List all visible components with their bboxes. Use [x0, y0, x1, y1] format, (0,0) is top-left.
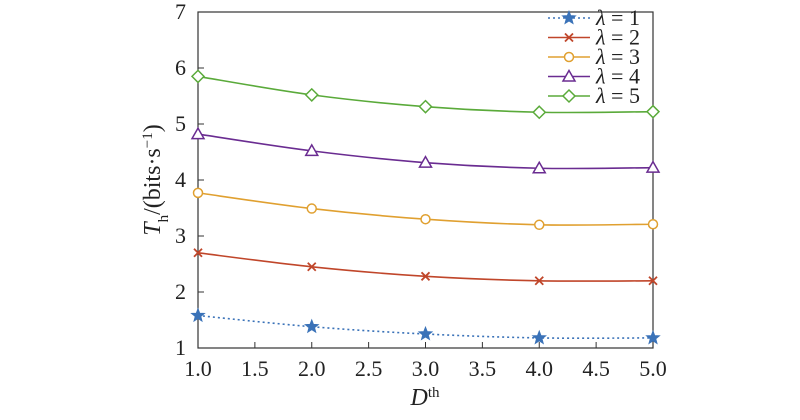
- data-point-star: [645, 329, 661, 345]
- legend-item: λ = 3: [548, 44, 640, 69]
- data-point-triangle: [304, 143, 320, 157]
- data-point-star: [304, 318, 320, 334]
- x-tick-label: 4.0: [526, 356, 554, 381]
- legend-label: λ = 5: [595, 83, 640, 108]
- data-point-star: [531, 329, 547, 345]
- x-tick-label: 1.0: [184, 356, 212, 381]
- series-3: [192, 187, 659, 231]
- data-point-x: [420, 271, 431, 281]
- data-point-x: [307, 262, 317, 272]
- series-group: [190, 69, 661, 345]
- series-4: [190, 126, 661, 174]
- data-point-circle: [563, 51, 575, 63]
- series-2: [193, 248, 658, 286]
- data-point-diamond: [304, 87, 319, 102]
- legend-label: λ = 2: [595, 25, 640, 50]
- x-tick-label: 3.5: [469, 356, 497, 381]
- data-point-circle: [192, 187, 204, 199]
- legend-label: λ = 4: [595, 64, 640, 89]
- y-tick-label: 7: [175, 0, 186, 24]
- data-point-star: [561, 9, 577, 25]
- data-point-x: [534, 276, 544, 286]
- x-tick-label: 2.5: [355, 356, 383, 381]
- y-tick-label: 3: [175, 223, 186, 248]
- legend-label: λ = 1: [595, 5, 640, 30]
- data-point-star: [190, 307, 206, 323]
- y-tick-label: 1: [175, 335, 186, 360]
- data-point-circle: [306, 203, 317, 214]
- legend-item: λ = 5: [548, 83, 640, 108]
- x-tick-label: 2.0: [298, 356, 326, 381]
- y-tick-label: 5: [175, 111, 186, 136]
- data-point-diamond: [532, 105, 547, 120]
- data-point-diamond: [645, 104, 661, 119]
- x-axis-label: Dth: [409, 385, 440, 411]
- data-point-star: [417, 325, 434, 341]
- data-point-diamond: [561, 88, 577, 104]
- y-axis-label: Th/(bits·s−1): [140, 124, 172, 236]
- data-point-triangle: [531, 160, 547, 174]
- legend-item: λ = 1: [548, 5, 640, 30]
- y-tick-label: 4: [175, 167, 186, 192]
- data-point-diamond: [190, 69, 206, 84]
- data-point-triangle: [645, 160, 661, 173]
- x-tick-label: 5.0: [639, 356, 667, 381]
- data-point-circle: [647, 218, 659, 230]
- data-point-x: [648, 276, 658, 286]
- data-point-triangle: [561, 68, 577, 82]
- legend: λ = 1λ = 2λ = 3λ = 4λ = 5: [548, 5, 640, 108]
- plot-frame: [197, 11, 654, 349]
- data-point-diamond: [418, 99, 433, 114]
- data-point-x: [193, 248, 203, 258]
- y-tick-label: 6: [175, 55, 186, 80]
- x-tick-label: 1.5: [241, 356, 269, 381]
- legend-item: λ = 2: [548, 25, 640, 50]
- data-point-triangle: [418, 155, 433, 168]
- y-tick-label: 2: [175, 279, 186, 304]
- x-tick-label: 4.5: [582, 356, 610, 381]
- series-1: [190, 307, 661, 345]
- series-5: [190, 69, 661, 120]
- data-point-circle: [534, 219, 545, 231]
- data-point-circle: [420, 213, 431, 225]
- x-tick-label: 3.0: [412, 356, 440, 381]
- axis-ticks: 1.0 1.5 2.0 2.5 3.0 3.5 4.0 4.5 5.0 1 2 3 4 5 6 7: [175, 0, 667, 381]
- legend-label: λ = 3: [595, 44, 640, 69]
- legend-item: λ = 4: [548, 64, 640, 89]
- series-line: [197, 314, 654, 340]
- data-point-x: [564, 32, 574, 43]
- data-point-triangle: [190, 126, 206, 140]
